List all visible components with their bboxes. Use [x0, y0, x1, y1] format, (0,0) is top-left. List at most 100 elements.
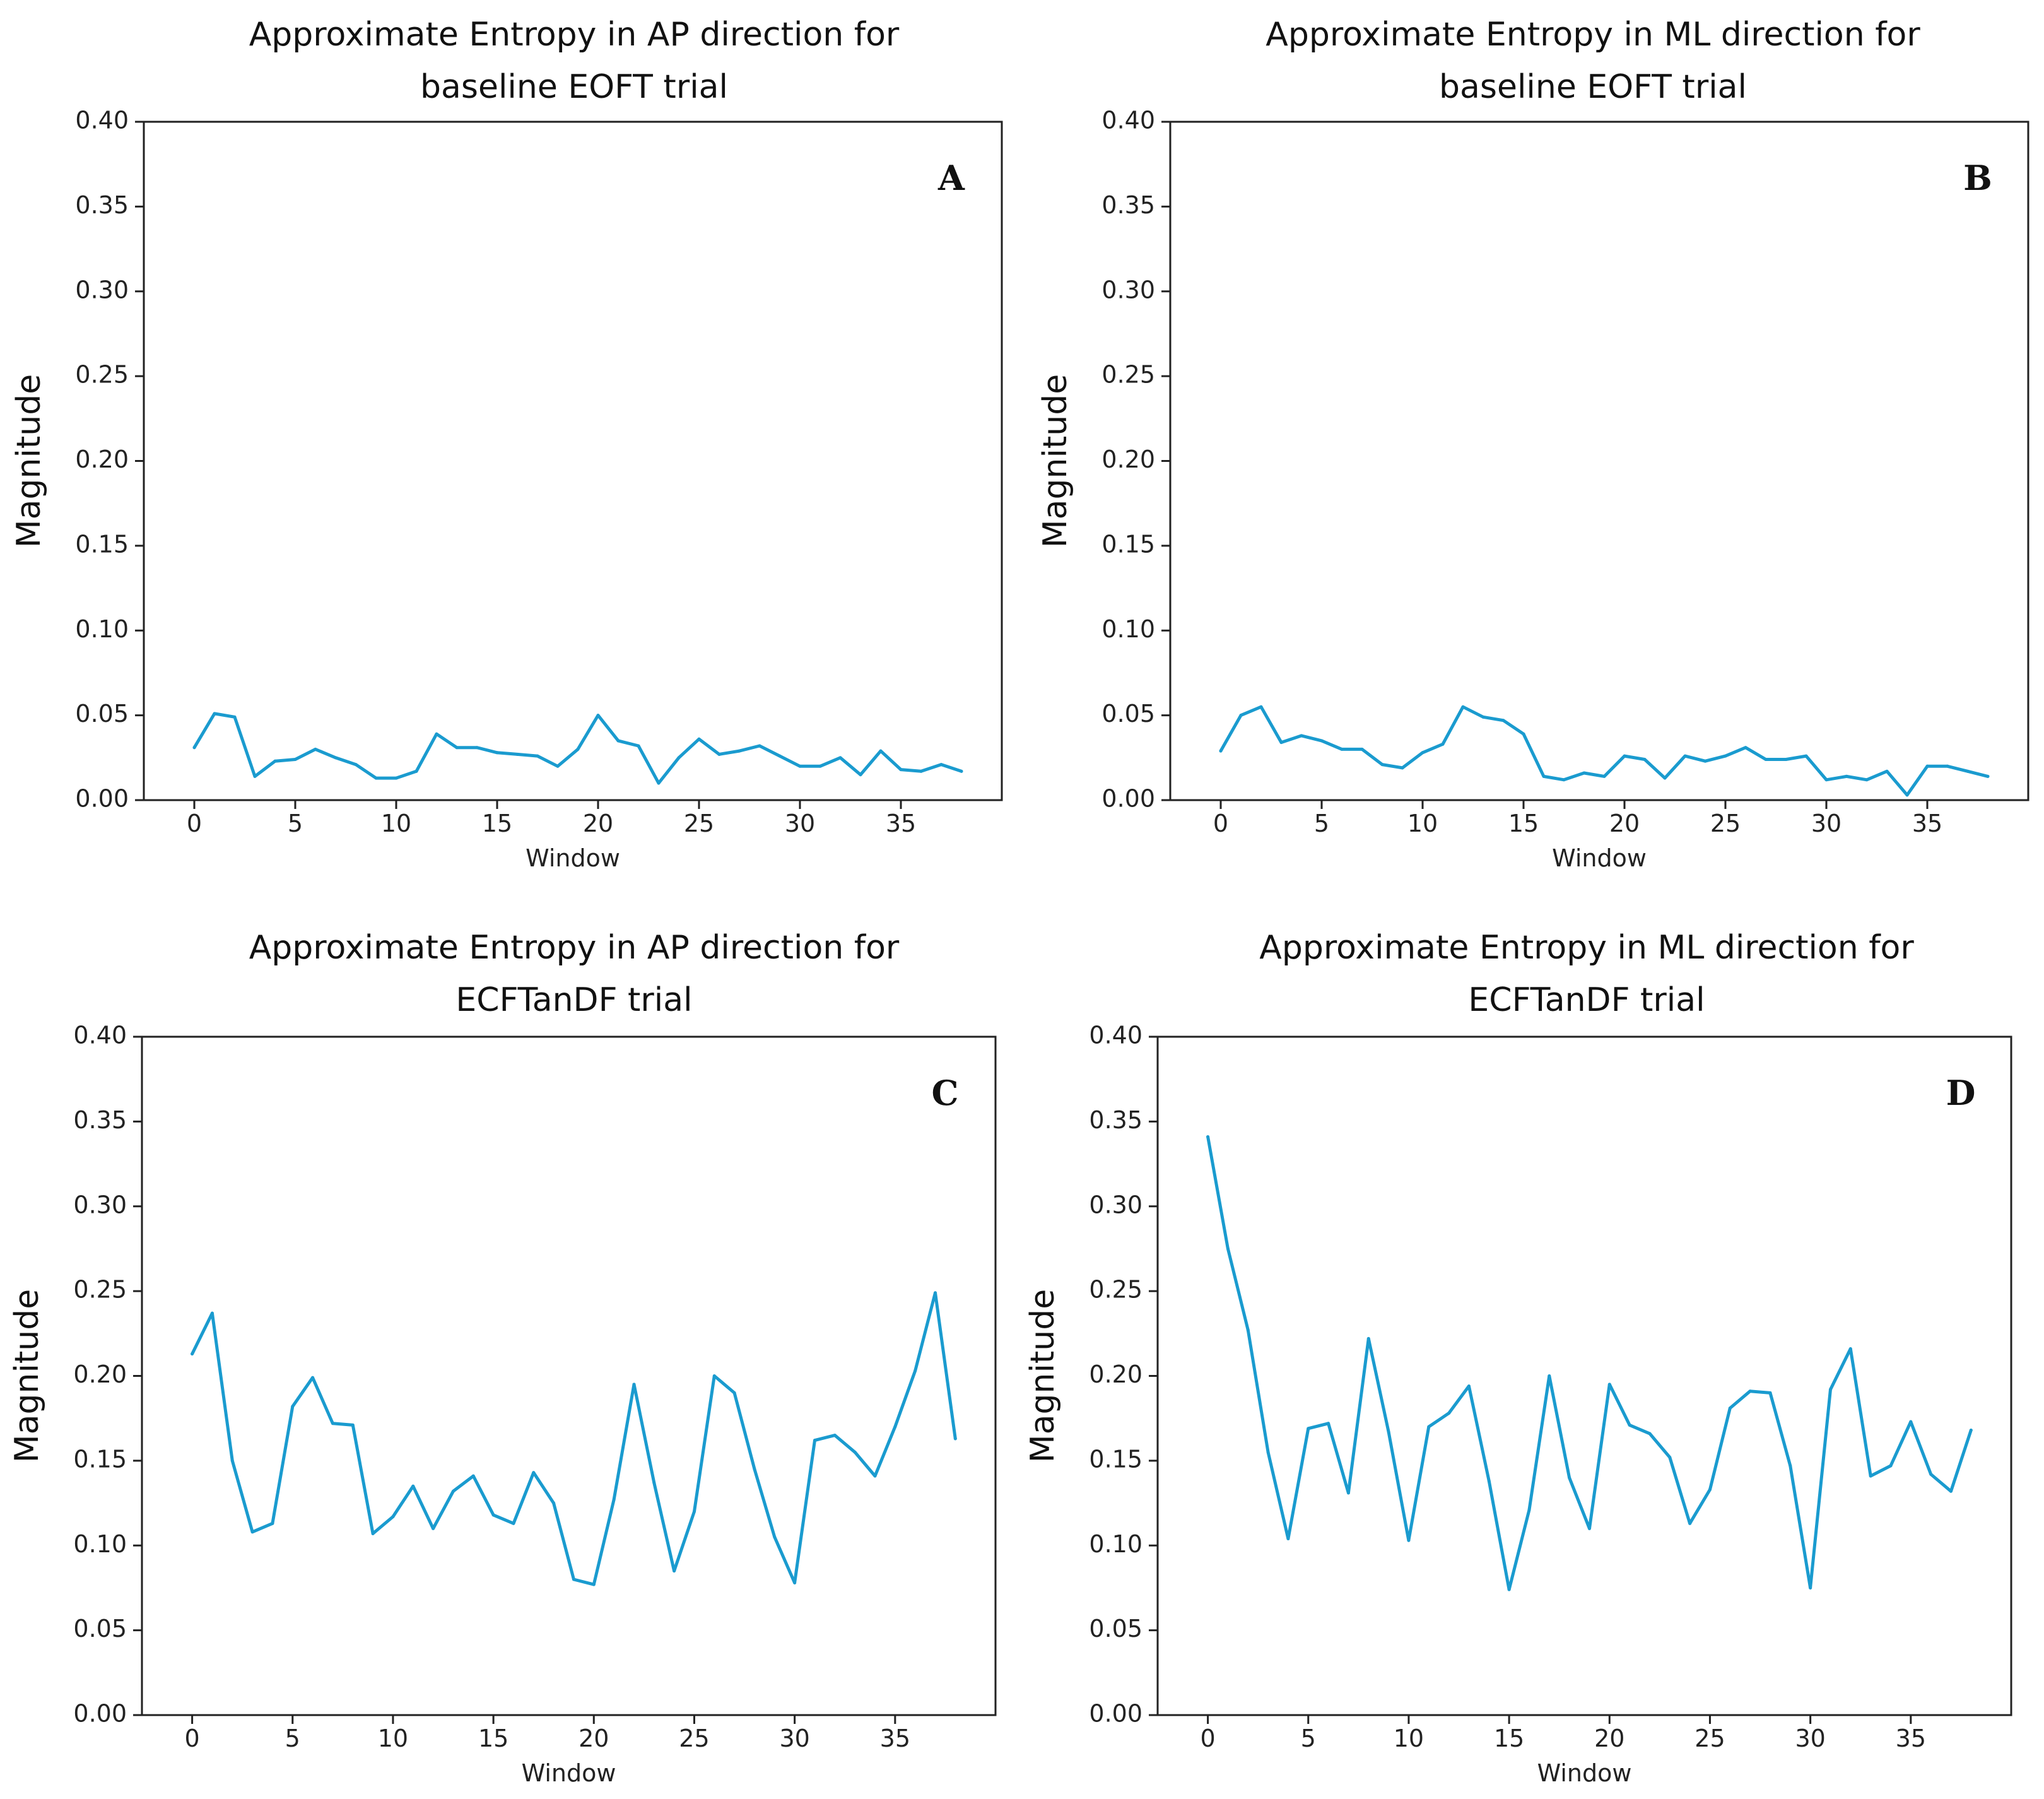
data-point-a-22	[637, 744, 640, 748]
y-tick-label-c-3: 0.15	[73, 1445, 127, 1473]
data-point-a-18	[556, 764, 560, 768]
data-point-d-7	[1346, 1491, 1350, 1495]
data-point-c-30	[793, 1581, 797, 1584]
data-point-a-14	[475, 746, 479, 750]
y-tick-label-d-2: 0.10	[1089, 1530, 1142, 1558]
data-point-b-2	[1259, 705, 1263, 709]
data-point-d-10	[1407, 1538, 1411, 1542]
panel-a: Approximate Entropy in AP direction for b…	[10, 16, 1003, 872]
plot-frame-c	[141, 1035, 997, 1716]
data-point-c-14	[471, 1474, 475, 1478]
data-point-a-2	[233, 715, 237, 719]
data-point-b-32	[1865, 778, 1869, 782]
y-tick-label-c-5: 0.25	[73, 1276, 127, 1304]
y-tick-label-a-1: 0.05	[75, 700, 129, 728]
data-point-a-35	[899, 768, 903, 772]
panel-letter-a: A	[937, 158, 965, 198]
data-point-b-16	[1542, 774, 1546, 778]
data-point-b-6	[1340, 747, 1344, 751]
data-point-b-28	[1784, 758, 1788, 761]
data-point-d-28	[1768, 1391, 1772, 1395]
chart-title-b-line1: Approximate Entropy in ML direction for	[1266, 16, 1920, 54]
data-point-b-15	[1522, 732, 1525, 736]
data-point-c-7	[331, 1422, 334, 1425]
data-point-a-8	[354, 763, 358, 767]
data-point-d-16	[1527, 1508, 1531, 1512]
panel-letter-c: C	[932, 1073, 959, 1113]
data-point-d-6	[1327, 1422, 1330, 1425]
data-point-b-24	[1703, 759, 1707, 763]
chart-title-c-line2: ECFTanDF trial	[455, 981, 692, 1019]
data-point-c-3	[250, 1530, 254, 1534]
data-point-a-9	[374, 776, 378, 780]
data-point-b-30	[1824, 778, 1828, 782]
data-point-d-0	[1206, 1135, 1210, 1139]
data-point-d-32	[1848, 1347, 1852, 1350]
y-axis-label-c: Magnitude	[8, 1289, 46, 1463]
data-point-c-26	[712, 1374, 716, 1377]
data-point-b-25	[1724, 754, 1727, 758]
data-point-d-27	[1748, 1389, 1752, 1393]
y-tick-label-a-7: 0.35	[75, 191, 129, 219]
data-point-a-26	[717, 752, 721, 756]
x-tick-label-d-1: 5	[1301, 1725, 1316, 1752]
plot-frame-b	[1169, 121, 2029, 801]
panel-letter-d: D	[1946, 1073, 1976, 1113]
data-point-b-34	[1905, 793, 1909, 797]
data-point-d-37	[1949, 1489, 1953, 1493]
x-tick-label-b-0: 0	[1213, 810, 1228, 837]
x-tick-label-a-2: 10	[381, 810, 411, 837]
data-point-d-29	[1788, 1464, 1792, 1468]
y-tick-label-d-5: 0.25	[1089, 1276, 1142, 1304]
data-point-a-38	[960, 769, 963, 773]
data-point-c-35	[893, 1425, 897, 1429]
y-tick-label-b-3: 0.15	[1101, 530, 1155, 558]
data-point-a-4	[273, 759, 277, 763]
data-point-b-22	[1663, 776, 1667, 780]
data-point-a-33	[859, 773, 862, 777]
data-point-c-15	[491, 1513, 495, 1517]
data-point-a-19	[576, 747, 580, 751]
data-point-a-12	[435, 732, 438, 736]
x-tick-label-a-1: 5	[288, 810, 303, 837]
data-point-a-10	[394, 776, 398, 780]
data-point-b-14	[1501, 719, 1505, 723]
data-point-c-29	[773, 1535, 777, 1539]
data-point-a-28	[758, 744, 761, 748]
x-tick-label-d-3: 15	[1494, 1725, 1524, 1752]
data-point-d-17	[1548, 1374, 1551, 1377]
data-point-b-0	[1219, 749, 1223, 753]
y-tick-label-c-7: 0.35	[73, 1106, 127, 1134]
y-tick-label-a-5: 0.25	[75, 361, 129, 389]
data-point-b-13	[1481, 715, 1485, 719]
y-tick-label-c-2: 0.10	[73, 1530, 127, 1558]
data-point-d-26	[1728, 1407, 1732, 1410]
x-axis-label-d: Window	[1537, 1759, 1632, 1787]
data-point-a-31	[818, 764, 822, 768]
plot-frame-d	[1156, 1035, 2012, 1716]
data-point-a-6	[314, 747, 317, 751]
data-point-c-34	[873, 1474, 877, 1478]
x-tick-label-a-5: 25	[684, 810, 714, 837]
data-point-a-5	[293, 758, 297, 761]
data-point-c-32	[833, 1434, 837, 1437]
data-point-b-3	[1279, 741, 1283, 745]
data-point-c-8	[351, 1423, 355, 1427]
data-point-b-23	[1683, 754, 1687, 758]
data-point-b-37	[1966, 769, 1970, 773]
data-point-d-12	[1447, 1412, 1451, 1415]
y-tick-label-c-8: 0.40	[73, 1022, 127, 1049]
data-point-a-11	[414, 769, 418, 773]
x-axis-label-b: Window	[1552, 844, 1647, 872]
data-point-d-11	[1427, 1425, 1431, 1429]
data-point-c-22	[632, 1383, 636, 1386]
x-tick-label-c-3: 15	[478, 1725, 508, 1752]
data-point-c-5	[291, 1405, 295, 1408]
data-point-d-3	[1266, 1450, 1270, 1454]
data-point-d-8	[1366, 1336, 1370, 1340]
data-point-b-27	[1764, 758, 1768, 761]
data-point-b-33	[1885, 769, 1889, 773]
data-point-b-5	[1320, 739, 1324, 743]
data-point-b-7	[1360, 747, 1364, 751]
